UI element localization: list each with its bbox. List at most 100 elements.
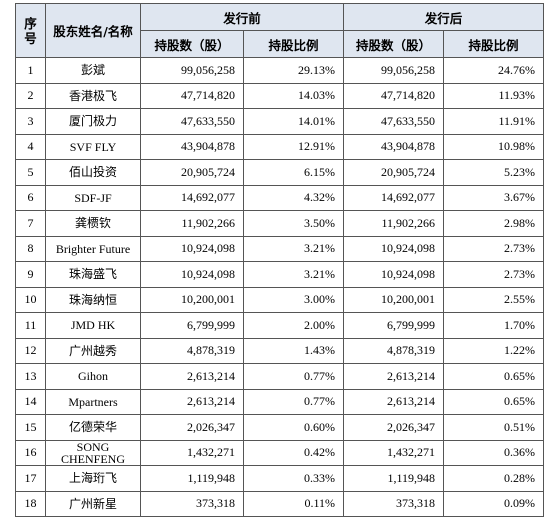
table-cell: 373,318	[140, 490, 244, 517]
table-row: 16 SONG CHENFENG 1,432,271 0.42% 1,432,271 0.…	[15, 439, 545, 466]
table-cell: 10,924,098	[140, 235, 244, 262]
table-cell: 10,200,001	[140, 286, 244, 313]
table-cell: 4.32%	[242, 184, 345, 211]
table-cell: 14	[15, 388, 46, 415]
table-cell: 10.98%	[443, 133, 545, 160]
table-cell: 12.91%	[242, 133, 345, 160]
table-cell: 4,878,319	[343, 337, 445, 364]
table-cell: 2.73%	[443, 235, 545, 262]
table-cell: 2.55%	[443, 286, 545, 313]
table-cell: 5.23%	[443, 159, 545, 186]
table-cell: Gihon	[45, 363, 141, 390]
table-row: 7 龚槚钦 11,902,266 3.50% 11,902,266 2.98%	[15, 210, 545, 237]
table-cell: 1.43%	[242, 337, 345, 364]
table-cell: Mpartners	[45, 388, 141, 415]
table-cell: 3.67%	[443, 184, 545, 211]
table-cell: 11,902,266	[140, 210, 244, 237]
table-cell: SONG CHENFENG	[45, 439, 141, 466]
table-cell: 11.93%	[443, 82, 545, 109]
table-row: 5 佰山投资 20,905,724 6.15% 20,905,724 5.23%	[15, 159, 545, 186]
table-cell: 6,799,999	[343, 312, 445, 339]
table-cell: 20,905,724	[140, 159, 244, 186]
table-cell: 7	[15, 210, 46, 237]
table-cell: 珠海盛飞	[45, 261, 141, 288]
table-cell: 0.77%	[242, 363, 345, 390]
table-cell: 2.98%	[443, 210, 545, 237]
table-cell: 14,692,077	[343, 184, 445, 211]
table-cell: 2,026,347	[343, 414, 445, 441]
table-cell: 3.21%	[242, 235, 345, 262]
table-body: 1 彭斌 99,056,258 29.13% 99,056,258 24.76% 2 香港极飞…	[15, 57, 545, 517]
table-row: 2 香港极飞 47,714,820 14.03% 47,714,820 11.93%	[15, 82, 545, 109]
table-row: 6 SDF-JF 14,692,077 4.32% 14,692,077 3.67%	[15, 184, 545, 211]
table-row: 14 Mpartners 2,613,214 0.77% 2,613,214 0.65%	[15, 388, 545, 415]
table-cell: 14.03%	[242, 82, 345, 109]
table-cell: 0.42%	[242, 439, 345, 466]
table-cell: 0.09%	[443, 490, 545, 517]
table-row: 10 珠海纳恒 10,200,001 3.00% 10,200,001 2.55%	[15, 286, 545, 313]
table-cell: 11.91%	[443, 108, 545, 135]
table-cell: 3.50%	[242, 210, 345, 237]
table-cell: 10,924,098	[343, 235, 445, 262]
table-cell: 3	[15, 108, 46, 135]
table-cell: 1.22%	[443, 337, 545, 364]
table-cell: 2,613,214	[343, 388, 445, 415]
table-cell: 5	[15, 159, 46, 186]
table-cell: 47,633,550	[343, 108, 445, 135]
header-cell: 发行后	[343, 3, 545, 31]
table-cell: 6	[15, 184, 46, 211]
table-cell: 6.15%	[242, 159, 345, 186]
table-cell: 10,924,098	[343, 261, 445, 288]
table-cell: 11	[15, 312, 46, 339]
table-cell: 1,119,948	[343, 465, 445, 492]
table-row: 12 广州越秀 4,878,319 1.43% 4,878,319 1.22%	[15, 337, 545, 364]
table-cell: 3.00%	[242, 286, 345, 313]
table-cell: SDF-JF	[45, 184, 141, 211]
table-cell: 彭斌	[45, 57, 141, 84]
table-row: 17 上海珩飞 1,119,948 0.33% 1,119,948 0.28%	[15, 465, 545, 492]
table-cell: 0.36%	[443, 439, 545, 466]
table-cell: 2.73%	[443, 261, 545, 288]
table-row: 4 SVF FLY 43,904,878 12.91% 43,904,878 10.98%	[15, 133, 545, 160]
table-cell: 1,432,271	[343, 439, 445, 466]
table-cell: 佰山投资	[45, 159, 141, 186]
table-cell: 广州越秀	[45, 337, 141, 364]
table-cell: 厦门极力	[45, 108, 141, 135]
header-cell: 序 号	[15, 3, 46, 58]
table-cell: 1.70%	[443, 312, 545, 339]
table-cell: 17	[15, 465, 46, 492]
table-cell: 香港极飞	[45, 82, 141, 109]
table-cell: 14.01%	[242, 108, 345, 135]
table-cell: 1,119,948	[140, 465, 244, 492]
table-header: 序 号 股东姓名/名称 发行前 发行后 持股数（股） 持股比例 持股数（股） 持…	[15, 3, 545, 58]
table-cell: 上海珩飞	[45, 465, 141, 492]
table-row: 8 Brighter Future 10,924,098 3.21% 10,924,09…	[15, 235, 545, 262]
table-cell: 10,924,098	[140, 261, 244, 288]
table-cell: 20,905,724	[343, 159, 445, 186]
table-cell: 龚槚钦	[45, 210, 141, 237]
table-cell: Brighter Future	[45, 235, 141, 262]
header-cell: 持股比例	[242, 30, 345, 58]
header-cell: 持股数（股）	[343, 30, 445, 58]
table-cell: JMD HK	[45, 312, 141, 339]
table-cell: 珠海纳恒	[45, 286, 141, 313]
table-cell: 14,692,077	[140, 184, 244, 211]
table-row: 15 亿德荣华 2,026,347 0.60% 2,026,347 0.51%	[15, 414, 545, 441]
table-cell: 10,200,001	[343, 286, 445, 313]
table-cell: 0.51%	[443, 414, 545, 441]
table-cell: 373,318	[343, 490, 445, 517]
table-cell: 4,878,319	[140, 337, 244, 364]
table-cell: 10	[15, 286, 46, 313]
table-cell: 0.60%	[242, 414, 345, 441]
table-cell: 12	[15, 337, 46, 364]
table-cell: 2,613,214	[343, 363, 445, 390]
table-row: 18 广州新星 373,318 0.11% 373,318 0.09%	[15, 490, 545, 517]
table-cell: 9	[15, 261, 46, 288]
table-cell: 47,714,820	[140, 82, 244, 109]
table-cell: SVF FLY	[45, 133, 141, 160]
table-cell: 15	[15, 414, 46, 441]
header-cell: 股东姓名/名称	[45, 3, 141, 58]
table-cell: 18	[15, 490, 46, 517]
table-cell: 6,799,999	[140, 312, 244, 339]
